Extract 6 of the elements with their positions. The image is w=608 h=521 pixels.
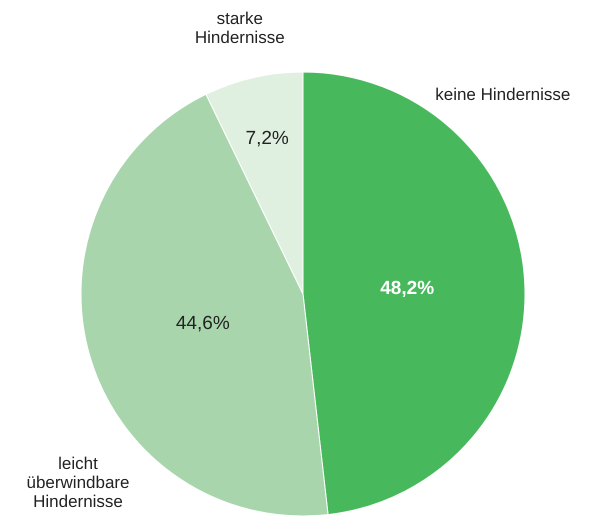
slice-label: leicht überwindbare Hindernisse xyxy=(26,454,130,511)
slice-label: starke Hindernisse xyxy=(194,9,285,48)
data-label: 7,2% xyxy=(245,128,289,150)
slice-label: keine Hindernisse xyxy=(435,84,570,104)
data-label: 48,2% xyxy=(380,278,434,300)
data-label: 44,6% xyxy=(176,313,230,334)
